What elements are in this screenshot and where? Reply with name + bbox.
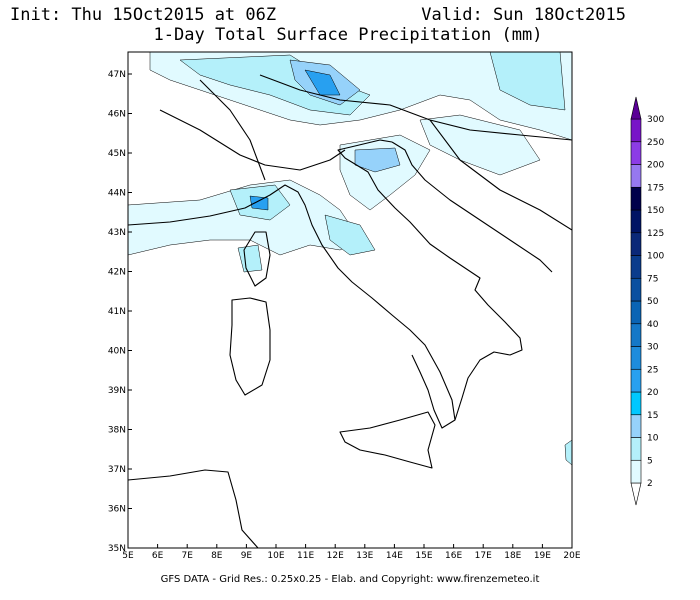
lat-tick-label: 43N <box>108 228 126 238</box>
colorbar-segment <box>630 232 642 256</box>
colorbar-arrow-low <box>630 482 642 506</box>
colorbar-segment <box>630 346 642 370</box>
title-sub: 1-Day Total Surface Precipitation (mm) <box>154 25 543 45</box>
colorbar-label: 175 <box>647 183 664 193</box>
colorbar-label: 20 <box>647 388 659 398</box>
lon-tick-label: 12E <box>327 551 344 561</box>
colorbar-label: 30 <box>647 343 659 353</box>
lat-tick-label: 42N <box>108 268 126 278</box>
colorbar-label: 2 <box>647 479 653 489</box>
colorbar-label: 10 <box>647 434 659 444</box>
colorbar-segment <box>630 186 642 211</box>
colorbar-label: 40 <box>647 320 659 330</box>
lat-tick-label: 45N <box>108 149 126 159</box>
map-frame <box>127 51 573 549</box>
lat-tick-label: 37N <box>108 465 126 475</box>
lon-tick-label: 8E <box>211 551 223 561</box>
lon-tick-label: 14E <box>386 551 403 561</box>
title-valid: Valid: Sun 18Oct2015 <box>421 5 626 25</box>
lat-tick-label: 47N <box>108 70 126 80</box>
colorbar-label: 125 <box>647 229 664 239</box>
lat-tick-label: 41N <box>108 307 126 317</box>
colorbar-label: 300 <box>647 115 664 125</box>
lon-tick-label: 20E <box>563 551 580 561</box>
colorbar-segment <box>630 437 642 461</box>
lon-tick-label: 16E <box>445 551 462 561</box>
lat-tick-label: 40N <box>108 347 126 357</box>
footer: GFS DATA - Grid Res.: 0.25x0.25 - Elab. … <box>161 574 540 585</box>
colorbar-label: 25 <box>647 365 658 375</box>
lat-tick-label: 39N <box>108 386 126 396</box>
colorbar-segment <box>630 255 642 279</box>
colorbar-label: 250 <box>647 138 664 148</box>
colorbar-segment <box>630 459 642 484</box>
colorbar-segment <box>630 118 642 143</box>
colorbar-segment <box>630 209 642 234</box>
lat-tick-label: 36N <box>108 505 126 515</box>
colorbar-label: 100 <box>647 252 664 262</box>
lat-tick-label: 35N <box>108 544 126 554</box>
colorbar-segment <box>630 277 642 302</box>
lon-tick-label: 10E <box>267 551 284 561</box>
colorbar-label: 150 <box>647 206 664 216</box>
colorbar-label: 200 <box>647 161 664 171</box>
colorbar-segment <box>630 300 642 325</box>
colorbar-arrow-high <box>630 96 642 120</box>
colorbar-label: 5 <box>647 456 653 466</box>
lon-tick-label: 5E <box>122 551 134 561</box>
lon-tick-label: 11E <box>297 551 314 561</box>
coastlines <box>128 74 572 548</box>
colorbar-label: 50 <box>647 297 659 307</box>
lat-tick-label: 44N <box>108 189 126 199</box>
lon-tick-label: 15E <box>415 551 432 561</box>
lat-tick-label: 46N <box>108 110 126 120</box>
lon-tick-label: 17E <box>475 551 492 561</box>
colorbar-segment <box>630 391 642 416</box>
lon-tick-label: 9E <box>241 551 253 561</box>
title-init: Init: Thu 15Oct2015 at 06Z <box>10 5 276 25</box>
lon-tick-label: 6E <box>152 551 164 561</box>
colorbar-label: 75 <box>647 274 658 284</box>
lat-tick-label: 38N <box>108 426 126 436</box>
colorbar-label: 15 <box>647 411 658 421</box>
colorbar-segment <box>630 414 642 438</box>
map-area <box>128 52 572 548</box>
colorbar-segment <box>630 368 642 393</box>
lon-tick-label: 19E <box>534 551 551 561</box>
colorbar-segment <box>630 164 642 188</box>
lon-tick-label: 13E <box>356 551 373 561</box>
lon-tick-label: 18E <box>504 551 521 561</box>
lon-tick-label: 7E <box>181 551 193 561</box>
colorbar-segment <box>630 141 642 165</box>
colorbar-segment <box>630 323 642 347</box>
